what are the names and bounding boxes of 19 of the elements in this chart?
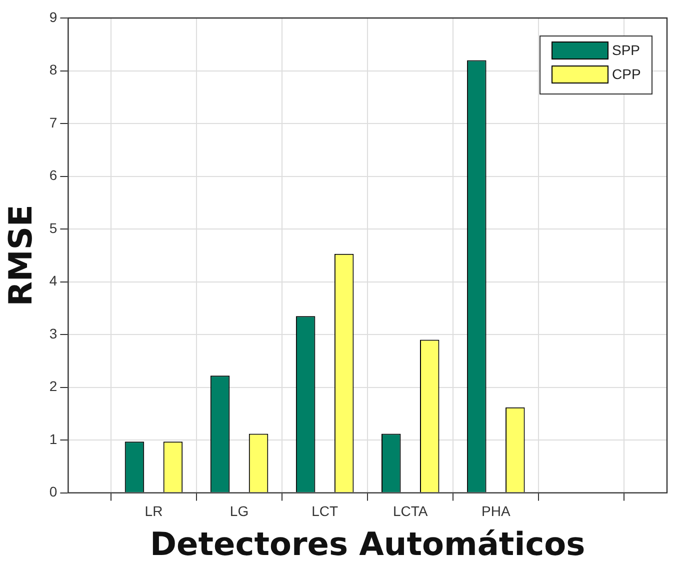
x-tick-label: LCTA [392, 503, 428, 520]
x-tick-label: LG [230, 503, 249, 520]
y-tick-label: 5 [49, 220, 58, 236]
y-tick-label: 7 [49, 114, 58, 130]
y-tick-label: 1 [49, 430, 58, 447]
y-tick-label: 4 [49, 272, 58, 289]
legend-label: SPP [612, 42, 640, 58]
y-tick-label: 6 [49, 167, 58, 184]
y-tick-label: 2 [49, 378, 58, 394]
y-axis-title: RMSE [2, 204, 40, 306]
y-tick-label: 8 [49, 62, 58, 78]
x-axis-title: Detectores Automáticos [150, 525, 586, 564]
x-tick-label: LR [144, 503, 163, 520]
y-tick-label: 3 [49, 325, 58, 342]
y-tick-label: 0 [49, 484, 58, 500]
y-tick-label: 9 [49, 8, 58, 25]
x-tick-label: PHA [482, 503, 511, 520]
x-tick-label: LCT [312, 503, 338, 520]
legend-label: CPP [612, 66, 641, 82]
